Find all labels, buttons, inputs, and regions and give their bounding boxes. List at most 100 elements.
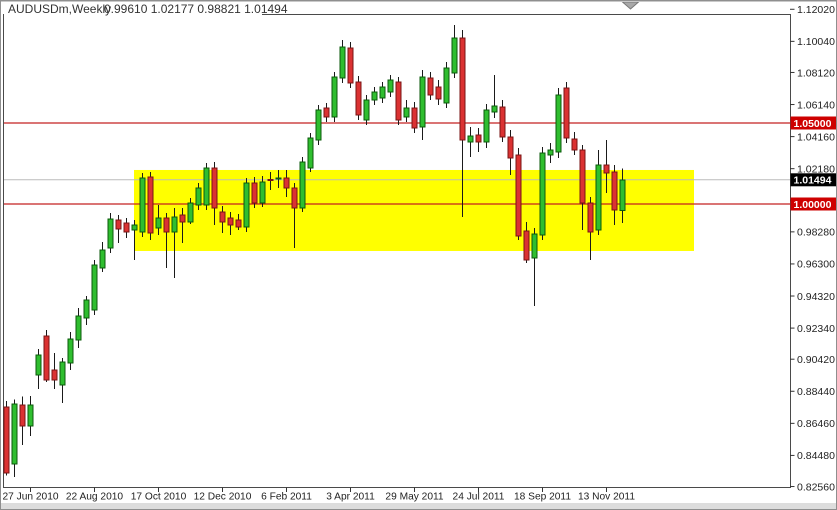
candle-body-bull: [483, 109, 490, 143]
x-axis-label: 17 Oct 2010: [131, 492, 187, 503]
candle: [275, 169, 282, 188]
candle-body-bear: [251, 182, 258, 204]
candle-body-bear: [587, 202, 594, 233]
candle-body-bull: [491, 105, 498, 113]
price-tag-red: 1.00000: [790, 197, 837, 211]
chart-shift-marker-icon[interactable]: [621, 1, 640, 10]
candle-body-bear: [123, 222, 130, 233]
candle-body-bear: [19, 404, 26, 427]
candle-body-bear: [459, 37, 466, 141]
candle: [99, 242, 106, 273]
candle-body-bear: [355, 81, 362, 116]
candle-body-bear: [3, 406, 10, 474]
y-axis-label: 1.02180: [797, 163, 835, 175]
candle: [563, 82, 570, 143]
candle: [579, 145, 586, 230]
candle: [59, 358, 66, 403]
candle: [227, 211, 234, 235]
candle: [75, 308, 82, 349]
candle-body-bear: [43, 335, 50, 381]
candle-body-bull: [11, 403, 18, 465]
candle-body-bull: [275, 177, 282, 180]
candle-body-bull: [371, 91, 378, 101]
candle-body-bear: [147, 176, 154, 234]
candle-body-bear: [571, 138, 578, 151]
candle-body-bull: [531, 233, 538, 259]
candle: [115, 215, 122, 244]
candle: [395, 76, 402, 125]
candle: [291, 182, 298, 249]
candle-body-bull: [315, 109, 322, 141]
candle-body-bull: [539, 152, 546, 236]
candle: [371, 87, 378, 106]
candle: [363, 94, 370, 125]
candle: [467, 127, 474, 158]
candle: [499, 99, 506, 142]
candle: [323, 103, 330, 123]
highlight-rectangle: [134, 169, 694, 251]
candle: [11, 399, 18, 477]
candle: [131, 220, 138, 261]
candle-body-bear: [267, 179, 274, 182]
candle: [339, 40, 346, 83]
candle: [147, 171, 154, 240]
candle-body-bull: [299, 161, 306, 209]
candle: [163, 213, 170, 268]
candle: [179, 208, 186, 244]
candle-body-bull: [107, 218, 114, 249]
y-axis-label: 0.86460: [797, 418, 835, 430]
candle: [187, 198, 194, 224]
y-axis-label: 0.82560: [797, 481, 835, 493]
candle: [219, 205, 226, 233]
candle-body-bear: [235, 219, 242, 228]
candle-body-bull: [131, 224, 138, 231]
candle: [19, 396, 26, 446]
y-axis-label: 0.94320: [797, 291, 835, 303]
candle-body-bull: [75, 315, 82, 341]
candle-body-bull: [363, 99, 370, 121]
candle-body-bull: [27, 404, 34, 427]
candle-body-bull: [91, 264, 98, 311]
candle: [379, 82, 386, 104]
window-bottom-strip: [1, 503, 836, 509]
candle: [427, 71, 434, 100]
candle: [211, 162, 218, 226]
candle-body-bear: [163, 217, 170, 233]
candle-body-bull: [307, 137, 314, 169]
candle-body-bear: [395, 81, 402, 121]
candle-body-bull: [83, 299, 90, 319]
candle-body-bear: [611, 171, 618, 211]
candle: [515, 147, 522, 240]
candle: [43, 330, 50, 383]
x-axis-label: 22 Aug 2010: [66, 492, 124, 503]
y-axis-label: 0.92340: [797, 323, 835, 335]
candle-body-bull: [595, 164, 602, 231]
candle-body-bear: [51, 369, 58, 381]
y-axis-label: 0.90420: [797, 354, 835, 366]
candle-body-bull: [203, 167, 210, 206]
candle: [619, 168, 626, 224]
candle-body-bull: [547, 149, 554, 156]
candle-body-bull: [379, 86, 386, 99]
candle: [123, 217, 130, 239]
candle-body-bear: [283, 177, 290, 189]
candle: [155, 204, 162, 235]
price-tag-red-text: 1.00000: [794, 199, 832, 211]
candle-body-bull: [419, 76, 426, 128]
price-tag-red-text: 1.05000: [794, 118, 832, 130]
candle-body-bull: [443, 67, 450, 104]
candle-body-bear: [323, 107, 330, 118]
candle: [483, 104, 490, 148]
y-axis-label: 1.06140: [797, 99, 835, 111]
candle: [83, 296, 90, 326]
candle: [35, 348, 42, 390]
candle-body-bear: [219, 211, 226, 223]
candle: [451, 24, 458, 78]
candle-body-bull: [59, 361, 66, 386]
candle-body-bear: [411, 107, 418, 129]
candle: [555, 88, 562, 158]
y-axis-label: 1.04160: [797, 131, 835, 143]
